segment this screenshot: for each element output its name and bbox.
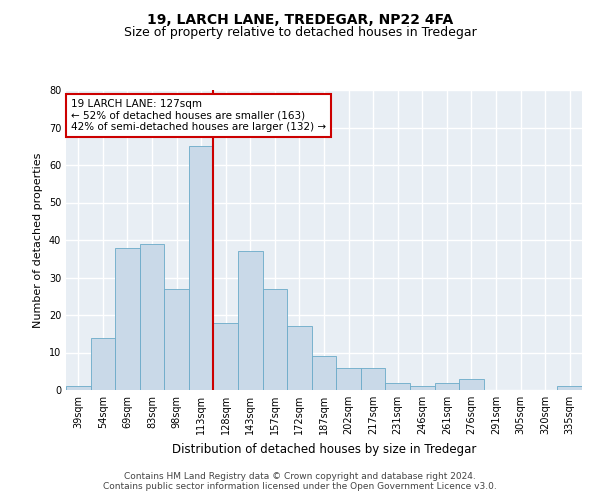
Bar <box>263 289 287 390</box>
Bar <box>91 338 115 390</box>
Bar <box>238 251 263 390</box>
Bar <box>214 322 238 390</box>
Bar <box>336 368 361 390</box>
X-axis label: Distribution of detached houses by size in Tredegar: Distribution of detached houses by size … <box>172 442 476 456</box>
Bar <box>557 386 582 390</box>
Bar <box>115 248 140 390</box>
Text: 19 LARCH LANE: 127sqm
← 52% of detached houses are smaller (163)
42% of semi-det: 19 LARCH LANE: 127sqm ← 52% of detached … <box>71 99 326 132</box>
Bar <box>287 326 312 390</box>
Text: Contains HM Land Registry data © Crown copyright and database right 2024.: Contains HM Land Registry data © Crown c… <box>124 472 476 481</box>
Y-axis label: Number of detached properties: Number of detached properties <box>33 152 43 328</box>
Bar <box>189 146 214 390</box>
Bar <box>66 386 91 390</box>
Bar <box>434 382 459 390</box>
Bar <box>140 244 164 390</box>
Bar <box>312 356 336 390</box>
Text: 19, LARCH LANE, TREDEGAR, NP22 4FA: 19, LARCH LANE, TREDEGAR, NP22 4FA <box>147 12 453 26</box>
Text: Contains public sector information licensed under the Open Government Licence v3: Contains public sector information licen… <box>103 482 497 491</box>
Text: Size of property relative to detached houses in Tredegar: Size of property relative to detached ho… <box>124 26 476 39</box>
Bar <box>459 379 484 390</box>
Bar <box>361 368 385 390</box>
Bar <box>385 382 410 390</box>
Bar <box>164 289 189 390</box>
Bar <box>410 386 434 390</box>
